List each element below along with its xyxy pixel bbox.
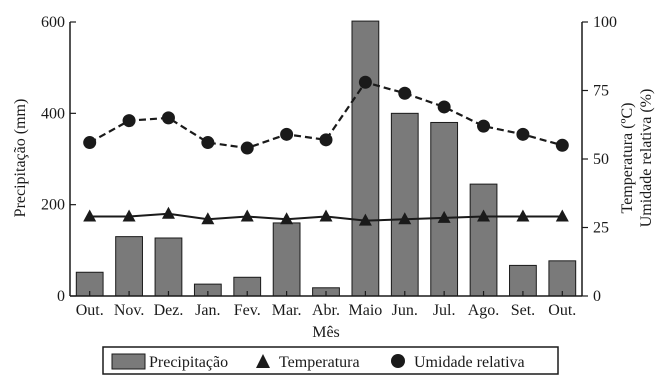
marker-temperature [280, 212, 294, 225]
marker-humidity [122, 114, 136, 128]
axes: 0 200 400 600 0 25 50 75 100 Out. Nov. Dez. Jan. Fev.… [41, 14, 617, 319]
y-left-tick-label: 400 [41, 105, 65, 122]
marker-humidity [161, 111, 175, 125]
marker-temperature [83, 209, 97, 222]
x-tick-label: Nov. [114, 302, 145, 319]
y-left-tick-label: 200 [41, 197, 65, 214]
legend-marker-temperature [256, 354, 270, 368]
legend: Precipitação Temperatura Umidade relativ… [102, 346, 559, 375]
marker-temperature [358, 213, 372, 226]
y-right-tick-label: 100 [593, 14, 617, 31]
legend-box [102, 346, 559, 375]
marker-temperature [477, 209, 491, 222]
y-axis-right-label-temperature: Temperatura (ºC) [619, 103, 636, 214]
x-tick-label: Abr. [312, 302, 340, 319]
bar-precipitation [115, 236, 143, 297]
bar-precipitation [351, 20, 380, 297]
y-right-tick-label: 0 [593, 288, 601, 305]
marker-temperature [437, 210, 451, 223]
marker-temperature [319, 209, 333, 222]
marker-humidity [437, 100, 451, 114]
marker-temperature [398, 212, 412, 225]
legend-label-humidity: Umidade relativa [414, 354, 525, 371]
bar-precipitation [390, 112, 419, 297]
x-tick-label: Out. [76, 302, 104, 319]
x-tick-label: Jan. [195, 302, 220, 319]
marker-humidity [358, 75, 372, 89]
x-tick-label: Out. [548, 302, 576, 319]
y-axis-left-label: Precipitação (mm) [12, 99, 29, 218]
y-left-tick-label: 0 [57, 288, 65, 305]
x-tick-label: Fev. [234, 302, 261, 319]
marker-humidity [477, 119, 491, 133]
marker-temperature [516, 209, 530, 222]
marker-humidity [555, 138, 569, 152]
x-tick-label: Maio [348, 302, 382, 319]
marker-temperature [122, 209, 136, 222]
bar-precipitation [430, 121, 459, 297]
marker-temperature [161, 206, 175, 219]
x-tick-label: Dez. [154, 302, 184, 319]
marker-humidity [201, 136, 215, 150]
marker-humidity [398, 86, 412, 100]
y-left-tick-label: 600 [41, 14, 65, 31]
plot-area [75, 20, 577, 297]
legend-swatch-precipitation [111, 353, 146, 370]
marker-humidity [516, 127, 530, 141]
legend-label-precipitation: Precipitação [149, 354, 228, 371]
marker-temperature [240, 209, 254, 222]
marker-humidity [319, 133, 333, 147]
y-right-tick-label: 25 [593, 220, 609, 237]
x-tick-label: Jul. [433, 302, 456, 319]
x-tick-label: Ago. [468, 302, 500, 319]
marker-temperature [555, 209, 569, 222]
legend-label-temperature: Temperatura [279, 354, 360, 371]
x-axis-label: Mês [312, 324, 340, 341]
marker-humidity [240, 141, 254, 155]
bar-precipitation [154, 237, 183, 297]
y-right-tick-label: 50 [593, 151, 609, 168]
marker-temperature [201, 212, 215, 225]
x-tick-label: Jun. [392, 302, 418, 319]
marker-humidity [83, 136, 97, 150]
y-axis-right-label-humidity: Umidade relativa (%) [638, 89, 655, 228]
bar-precipitation [548, 260, 577, 297]
legend-marker-humidity [391, 354, 405, 368]
marker-humidity [280, 127, 294, 141]
x-tick-label: Set. [511, 302, 535, 319]
y-right-tick-label: 75 [593, 83, 609, 100]
bar-precipitation [272, 222, 301, 297]
x-tick-label: Mar. [272, 302, 302, 319]
bar-precipitation [469, 183, 498, 297]
